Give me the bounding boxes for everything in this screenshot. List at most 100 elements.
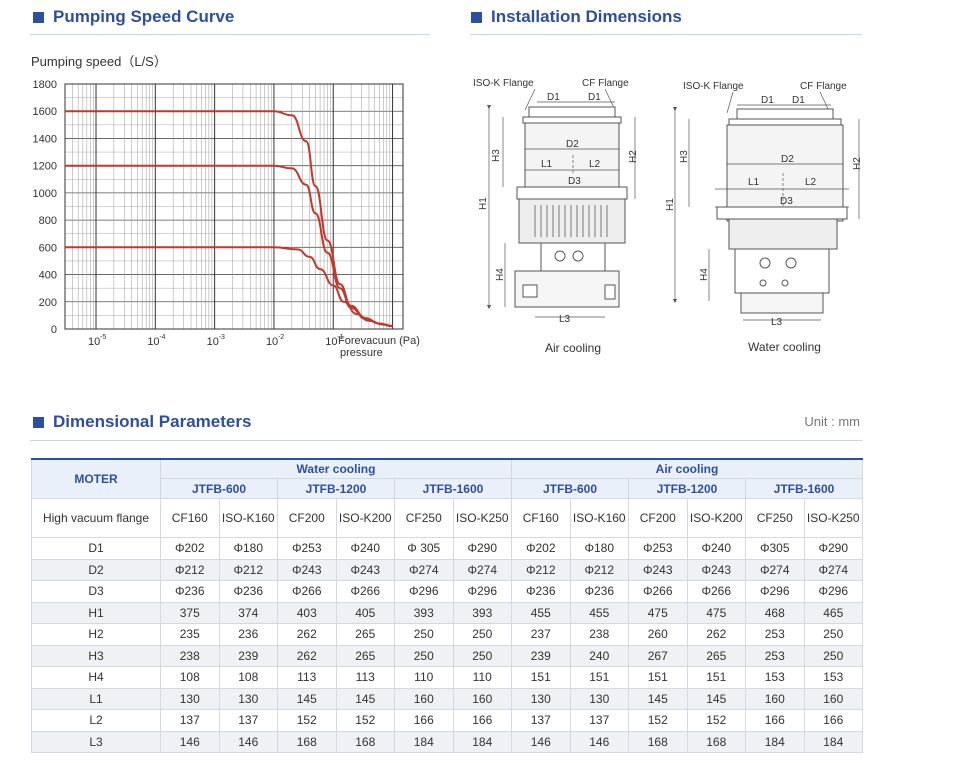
table-cell: Φ253 <box>277 537 337 560</box>
x-tick-exponent: -3 <box>219 334 225 341</box>
table-cell: 184 <box>745 730 805 753</box>
table-row: H1 375 374 403 405 393 393 455 455 475 475 468 465 <box>31 601 863 624</box>
side-port <box>604 284 616 300</box>
table-cell: 130 <box>569 687 629 710</box>
d3-label: D3 <box>780 196 793 207</box>
table-cell: Φ202 <box>160 537 220 560</box>
y-tick-label: 1200 <box>33 161 57 173</box>
table-cell: 151 <box>686 666 746 689</box>
table-cell: 239 <box>511 644 571 667</box>
table-cell: 146 <box>218 730 278 753</box>
table-cell: Φ290 <box>803 537 863 560</box>
air-cooling-caption: Air cooling <box>545 341 601 355</box>
iso-k-flange-label: ISO-K Flange <box>473 78 534 89</box>
table-cell: 262 <box>686 623 746 646</box>
row-label: H1 <box>31 601 161 624</box>
d1-label: D1 <box>547 92 560 103</box>
table-cell: ISO-K250 <box>803 498 863 538</box>
table-cell: Φ240 <box>335 537 395 560</box>
table-cell: 405 <box>335 601 395 624</box>
table-cell: 130 <box>218 687 278 710</box>
table-cell: 152 <box>335 709 395 732</box>
table-cell: Φ240 <box>686 537 746 560</box>
table-cell: Φ 305 <box>394 537 454 560</box>
x-tick-exponent: -4 <box>159 334 165 341</box>
table-cell: 166 <box>452 709 512 732</box>
table-cell: 168 <box>628 730 688 753</box>
section-title-text: Dimensional Parameters <box>53 412 252 431</box>
table-cell: Φ180 <box>569 537 629 560</box>
table-cell: 267 <box>628 644 688 667</box>
table-cell: ISO-K160 <box>569 498 629 538</box>
table-cell: 455 <box>569 601 629 624</box>
flange-ring <box>728 118 842 126</box>
table-cell: Φ236 <box>218 580 278 603</box>
leader-line <box>524 88 536 111</box>
table-cell: 465 <box>803 601 863 624</box>
table-cell: 253 <box>745 623 805 646</box>
table-cell: Φ253 <box>628 537 688 560</box>
table-cell: 110 <box>394 666 454 689</box>
table-cell: Φ243 <box>686 558 746 581</box>
connector-port <box>759 279 767 287</box>
water-outlet <box>785 257 797 269</box>
table-cell: 130 <box>160 687 220 710</box>
air-cooled-pump-drawing: ISO-K Flange CF Flange D1 D1 D2 L1 L2 D3 <box>473 78 639 355</box>
table-cell: 475 <box>686 601 746 624</box>
table-cell: ISO-K200 <box>335 498 395 538</box>
table-cell: 166 <box>394 709 454 732</box>
h2-label: H2 <box>852 157 863 170</box>
section-title-installation: Installation Dimensions <box>471 7 682 27</box>
table-row: H3 238 239 262 265 250 250 239 240 267 265 253 250 <box>31 644 863 667</box>
table-cell: 151 <box>628 666 688 689</box>
table-cell: 403 <box>277 601 337 624</box>
table-cell: CF250 <box>745 498 805 538</box>
x-tick-exponent: -5 <box>100 334 106 341</box>
table-cell: Φ180 <box>218 537 278 560</box>
table-cell: Φ243 <box>277 558 337 581</box>
x-tick-label: 10 <box>88 336 100 348</box>
row-label: L1 <box>31 687 161 710</box>
table-cell: 160 <box>745 687 805 710</box>
table-cell: 151 <box>569 666 629 689</box>
table-cell: 113 <box>335 666 395 689</box>
row-label: L2 <box>31 709 161 732</box>
y-tick-label: 800 <box>39 215 57 227</box>
table-cell: 265 <box>335 623 395 646</box>
connector-port <box>781 279 789 287</box>
iso-k-flange-label: ISO-K Flange <box>683 81 744 92</box>
table-cell: 238 <box>160 644 220 667</box>
y-tick-label: 0 <box>51 324 57 336</box>
table-cell: Φ274 <box>452 558 512 581</box>
table-cell: Φ243 <box>628 558 688 581</box>
chart-grid <box>64 83 403 330</box>
row-label: L3 <box>31 730 161 753</box>
table-cell: 475 <box>628 601 688 624</box>
table-row: L1 130 130 145 145 160 160 130 130 145 145 160 160 <box>31 687 863 710</box>
table-cell: 184 <box>452 730 512 753</box>
row-label: D2 <box>31 558 161 581</box>
table-cell: 137 <box>160 709 220 732</box>
y-tick-label: 400 <box>39 270 57 282</box>
table-cell: 455 <box>511 601 571 624</box>
water-cooled-pump-drawing: ISO-K Flange CF Flange D1 D1 D2 L1 L2 D3 <box>665 81 863 354</box>
pump-body <box>726 124 844 222</box>
model-header: JTFB-600 <box>160 478 278 499</box>
table-row: L2 137 137 152 152 166 166 137 137 152 152 166 166 <box>31 709 863 732</box>
top-flange <box>736 108 834 120</box>
table-cell: Φ266 <box>335 580 395 603</box>
x-tick-exponent: -2 <box>278 334 284 341</box>
pump-body <box>524 122 620 188</box>
y-tick-label: 1000 <box>33 188 57 200</box>
table-cell: CF200 <box>277 498 337 538</box>
table-cell: Φ212 <box>569 558 629 581</box>
table-cell: 374 <box>218 601 278 624</box>
x-tick-exponent: -1 <box>337 334 343 341</box>
l3-label: L3 <box>559 314 571 325</box>
table-cell: 240 <box>569 644 629 667</box>
table-cell: 250 <box>452 623 512 646</box>
table-cell: 250 <box>803 623 863 646</box>
d1-label-cf: D1 <box>588 92 601 103</box>
pumping-speed-curves <box>64 110 393 328</box>
table-cell: 152 <box>686 709 746 732</box>
